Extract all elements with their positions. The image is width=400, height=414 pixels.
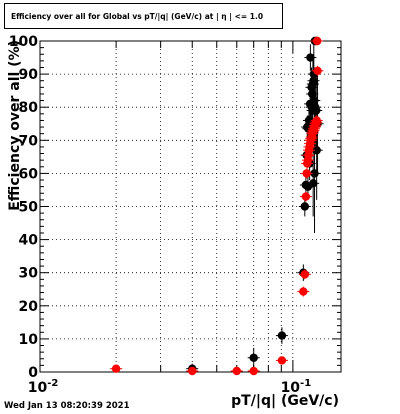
red-data-point — [301, 192, 311, 201]
y-tick-label: 0 — [28, 365, 38, 381]
y-tick-label: 10 — [19, 332, 39, 348]
x-tick-label: 10-1 — [281, 378, 312, 396]
y-axis-title: Efficiency over all (%) — [7, 40, 23, 211]
y-tick-label: 50 — [19, 200, 39, 216]
y-tick-label: 90 — [19, 67, 39, 83]
black-data-point — [277, 331, 287, 340]
black-data-point — [312, 146, 321, 155]
timestamp-footer: Wed Jan 13 08:20:39 2021 — [4, 401, 130, 411]
red-data-point — [302, 169, 311, 178]
grid-lines — [40, 41, 341, 372]
x-tick-label: 10-2 — [28, 378, 59, 396]
plot-frame — [39, 40, 342, 373]
red-data-point — [249, 366, 258, 376]
tick-labels: 0 10 20 30 40 50 60 70 80 90 100 10-2 10-1 — [9, 34, 311, 396]
red-data-point — [312, 36, 322, 46]
y-tick-label: 80 — [19, 100, 39, 116]
y-tick-label: 30 — [19, 266, 39, 282]
red-data-point — [111, 364, 121, 373]
y-tick-label: 40 — [19, 233, 39, 249]
y-tick-label: 60 — [19, 166, 39, 182]
red-data-point — [188, 366, 197, 376]
black-data-point — [306, 53, 315, 62]
red-data-point — [300, 270, 310, 279]
red-data-point — [299, 287, 308, 296]
y-tick-label: 20 — [19, 299, 39, 315]
black-data-point — [249, 353, 258, 362]
x-axis-title: pT/|q| (GeV/c) — [231, 393, 339, 409]
axis-ticks — [39, 40, 341, 373]
chart-title: Efficiency over all for Global vs pT/|q|… — [4, 3, 283, 29]
red-data-point — [313, 66, 322, 75]
y-tick-label: 100 — [9, 34, 38, 50]
black-data-point — [300, 202, 310, 211]
data-series — [110, 36, 324, 376]
y-tick-label: 70 — [19, 133, 39, 149]
red-data-point — [232, 366, 241, 376]
red-data-point — [312, 116, 321, 125]
black-data-point — [308, 179, 318, 188]
red-data-point — [277, 356, 287, 365]
